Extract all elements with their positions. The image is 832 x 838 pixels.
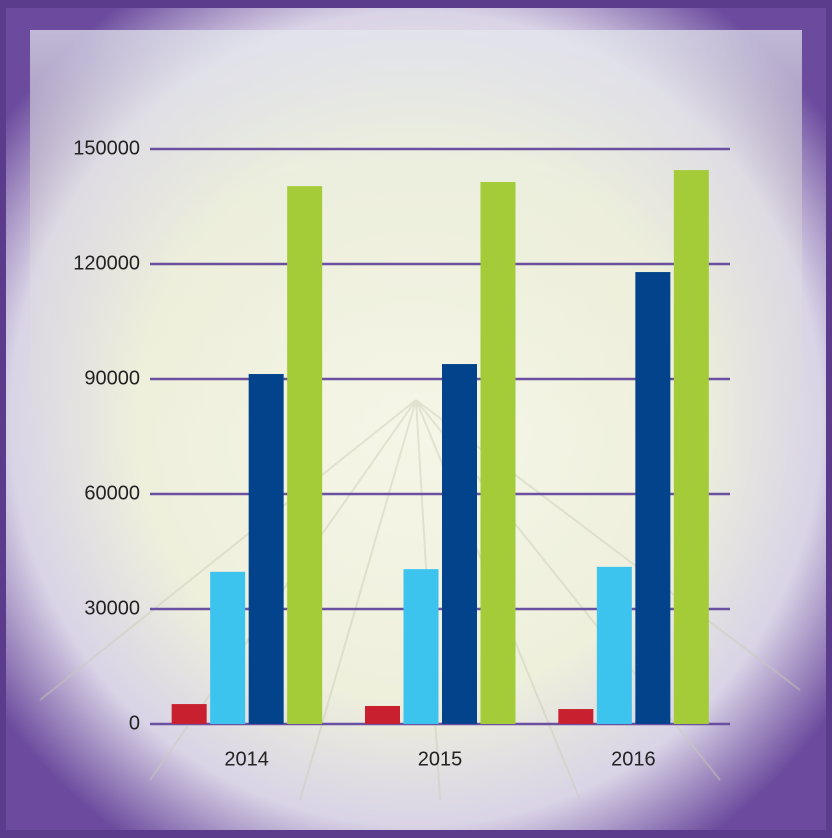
bar	[172, 704, 207, 724]
x-tick-label: 2014	[224, 748, 269, 770]
bar	[597, 567, 632, 724]
bar	[674, 170, 709, 724]
bar	[365, 706, 400, 724]
y-tick-label: 120000	[73, 252, 140, 274]
bar	[635, 272, 670, 724]
bar	[404, 569, 439, 724]
y-tick-label: 30000	[84, 597, 140, 619]
bar	[481, 182, 516, 724]
y-tick-label: 150000	[73, 137, 140, 159]
y-tick-label: 60000	[84, 482, 140, 504]
bar	[249, 374, 284, 724]
y-tick-label: 90000	[84, 367, 140, 389]
bar	[287, 186, 322, 724]
chart: 0 30000 60000 90000 120000 150000 2014 2015 2016	[0, 0, 832, 838]
x-tick-label: 2016	[611, 748, 656, 770]
bar	[558, 709, 593, 724]
x-tick-label: 2015	[418, 748, 463, 770]
bar	[210, 572, 245, 724]
bar	[442, 364, 477, 724]
y-tick-label: 0	[129, 712, 140, 734]
